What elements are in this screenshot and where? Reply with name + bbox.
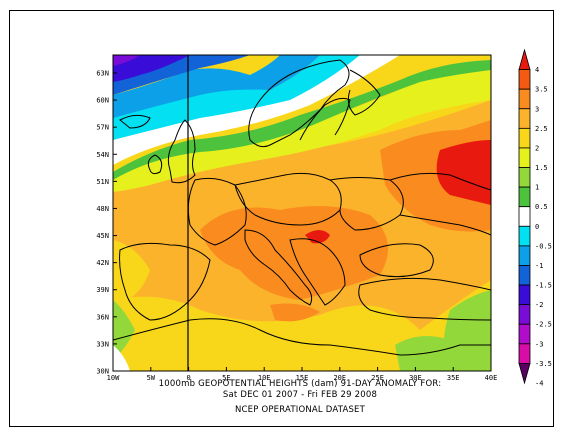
caption-line-1: 1000mb GEOPOTENTIAL HEIGHTS (dam) 91-DAY… [158,379,442,389]
colorbar-label: 0.5 [535,203,548,211]
lat-label: 42N [96,259,109,267]
colorbar-cell [518,147,531,168]
colorbar-cell [518,323,531,345]
colorbar-cell [518,245,531,266]
lat-label: 51N [96,178,109,186]
lat-label: 36N [96,313,109,321]
colorbar: 4 3.5 3 2.5 2 1.5 1 0.5 0 -0.5 -1 -1.5 -2 -2.5 -3 -3.5 -… [518,48,552,388]
lon-label: 5E [222,374,230,382]
caption-line-3: NCEP OPERATIONAL DATASET [234,405,366,415]
colorbar-label: -4 [535,380,543,388]
lon-label: 5W [147,374,156,382]
colorbar-cell [518,88,531,110]
lon-label: 0 [186,374,190,382]
colorbar-label: -0.5 [535,242,552,250]
colorbar-cell [518,108,531,129]
colorbar-label: -1.5 [535,282,552,290]
lon-label: 15E [296,374,309,382]
colorbar-label: 3.5 [535,86,548,94]
colorbar-cell [518,304,531,325]
colorbar-label: -3 [535,340,543,348]
colorbar-cell [518,206,531,227]
anomaly-field [113,55,491,371]
latitude-labels: 30N 33N 36N 39N 42N 45N 48N 51N 54N 57N 60N 63N [96,70,117,376]
colorbar-label: 1.5 [535,164,548,172]
lon-label: 10W [107,374,120,382]
lat-label: 63N [96,70,109,78]
colorbar-label: 1 [535,184,539,192]
lon-label: 30E [409,374,422,382]
lon-label: 10E [258,374,271,382]
coastlines [113,59,491,356]
colorbar-cell [518,343,531,364]
lon-label: 25E [371,374,384,382]
lat-label: 60N [96,97,109,105]
colorbar-top-arrow [518,48,531,70]
colorbar-label: 3 [535,105,539,113]
colorbar-label: 2 [535,144,539,152]
caption-line-2: Sat DEC 01 2007 - Fri FEB 29 2008 [222,390,378,400]
colorbar-label: 4 [535,66,539,74]
lat-label: 48N [96,205,109,213]
colorbar-label: -2 [535,301,543,309]
plot-frame [9,10,554,427]
colorbar-cell [518,284,531,306]
lat-label: 39N [96,286,109,294]
lat-label: 45N [96,232,109,240]
longitude-labels: 10W 5W 0 5E 10E 15E 20E 25E 30E 35E 40E [107,367,498,382]
colorbar-cell [518,186,531,208]
colorbar-cell [518,127,531,149]
colorbar-cell [518,225,531,247]
colorbar-label: 0 [535,223,539,231]
lon-label: 40E [485,374,498,382]
colorbar-label: -3.5 [535,360,552,368]
colorbar-cell [518,167,531,188]
lat-label: 30N [96,368,109,376]
colorbar-label: -2.5 [535,321,552,329]
lat-label: 54N [96,151,109,159]
lat-label: 33N [96,340,109,348]
colorbar-label: 2.5 [535,125,548,133]
lon-label: 20E [333,374,346,382]
colorbar-label: -1 [535,262,543,270]
colorbar-cell [518,265,531,286]
lon-label: 35E [447,374,460,382]
colorbar-cell [518,69,531,90]
colorbar-bottom-arrow [518,363,531,385]
lat-label: 57N [96,124,109,132]
